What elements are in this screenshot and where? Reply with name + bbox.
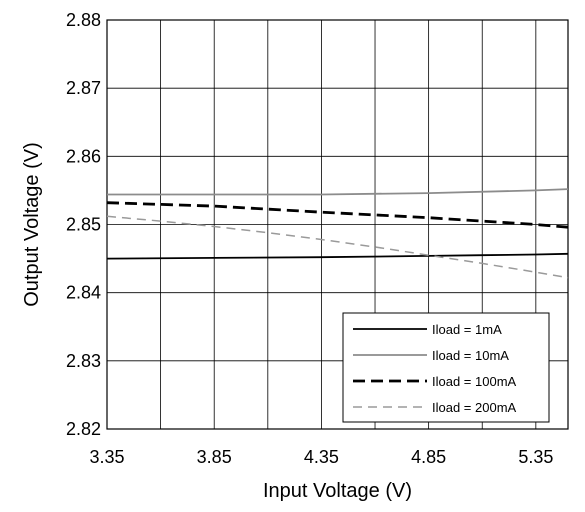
y-tick-label: 2.84 (66, 283, 101, 303)
plot-area-frame (106, 19, 569, 430)
series-line (106, 252, 569, 260)
y-tick-label: 2.87 (66, 78, 101, 98)
y-tick-label: 2.82 (66, 419, 101, 439)
y-axis-title: Output Voltage (V) (21, 142, 43, 307)
y-tick-label: 2.85 (66, 215, 101, 235)
x-axis-title: Input Voltage (V) (263, 480, 412, 502)
x-tick-label: 4.85 (411, 447, 446, 467)
y-tick-label: 2.83 (66, 351, 101, 371)
legend-label: Iload = 100mA (432, 374, 517, 389)
series-line (106, 201, 569, 229)
legend-label: Iload = 10mA (432, 348, 509, 363)
legend: Iload = 1mA Iload = 10mA Iload = 100mA Iloa… (342, 312, 550, 423)
legend-label: Iload = 1mA (432, 322, 502, 337)
grid-lines (106, 19, 568, 430)
x-tick-label: 5.35 (518, 447, 553, 467)
x-tick-label: 3.85 (197, 447, 232, 467)
legend-box (342, 312, 550, 423)
series-line (107, 188, 569, 196)
tick-labels: 2.82 2.83 2.84 2.85 2.86 2.87 2.88 3.35 3.85 4.35… (66, 10, 553, 467)
y-tick-label: 2.88 (66, 10, 101, 30)
x-tick-label: 4.35 (304, 447, 339, 467)
series-lines (106, 188, 569, 279)
x-tick-label: 3.35 (89, 447, 124, 467)
legend-label: Iload = 200mA (432, 400, 517, 415)
y-tick-label: 2.86 (66, 146, 101, 166)
series-line (106, 215, 569, 279)
